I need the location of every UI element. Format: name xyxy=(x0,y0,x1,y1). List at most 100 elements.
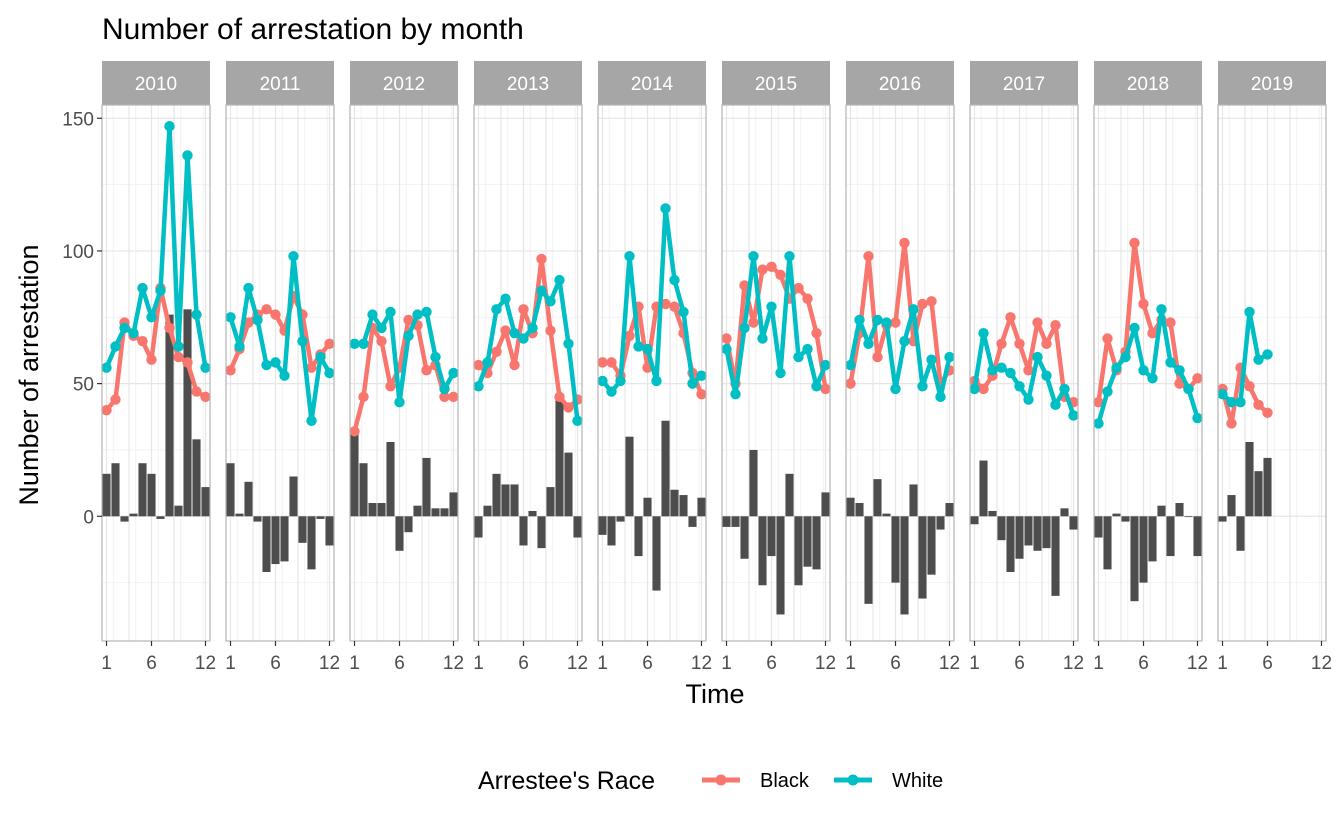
difference-bar xyxy=(386,441,395,517)
series-point-white xyxy=(1192,412,1203,424)
panel-strip-label: 2015 xyxy=(755,74,797,95)
series-point-white xyxy=(394,396,405,408)
series-point-black xyxy=(110,394,121,405)
series-point-white xyxy=(845,359,856,371)
panel-border xyxy=(473,104,583,642)
legend-title: Arrestee's Race xyxy=(478,767,655,795)
series-point-white xyxy=(775,367,786,379)
series-point-black xyxy=(1023,365,1034,376)
panel-strip xyxy=(350,61,458,105)
difference-bar xyxy=(661,420,670,517)
series-point-white xyxy=(1226,396,1237,408)
panel-2013: 2013 1 6 12 xyxy=(473,61,588,674)
difference-bar xyxy=(855,503,864,517)
panel-strip xyxy=(846,61,954,105)
difference-bar xyxy=(156,516,165,519)
series-point-white xyxy=(270,357,281,368)
difference-bar xyxy=(1033,516,1042,551)
panel-strip-label: 2011 xyxy=(260,74,301,95)
series-point-white xyxy=(563,338,574,350)
difference-bar xyxy=(803,516,812,567)
series-point-white xyxy=(572,415,583,426)
series-point-black xyxy=(793,282,804,294)
difference-bar xyxy=(979,460,988,517)
x-tick-label: 1 xyxy=(101,653,112,674)
x-tick-label: 12 xyxy=(443,653,464,674)
series-point-white xyxy=(944,351,955,363)
series-point-white xyxy=(403,330,414,342)
series-point-black xyxy=(448,391,459,403)
series-point-black xyxy=(757,264,768,275)
difference-bar xyxy=(1218,516,1227,522)
series-point-black xyxy=(137,335,148,347)
series-point-black xyxy=(775,269,786,281)
series-point-white xyxy=(660,203,671,214)
difference-bar xyxy=(688,516,697,527)
panel-2017: 2017 1 6 12 xyxy=(969,61,1084,674)
series-point-black xyxy=(261,304,272,315)
series-point-white xyxy=(1253,354,1264,365)
panel-border xyxy=(721,104,831,642)
difference-bar xyxy=(192,439,201,517)
series-point-white xyxy=(448,367,459,379)
series-point-black xyxy=(721,333,732,344)
series-point-black xyxy=(1226,418,1237,429)
x-tick-label: 12 xyxy=(319,653,340,674)
series-point-white xyxy=(554,274,565,286)
difference-bar xyxy=(564,452,573,517)
series-point-black xyxy=(669,301,680,312)
series-point-white xyxy=(376,322,387,334)
difference-bar xyxy=(537,516,546,549)
series-point-white xyxy=(315,351,326,363)
series-point-black xyxy=(146,354,157,365)
difference-bar xyxy=(1006,516,1015,573)
series-line-white xyxy=(476,277,580,424)
difference-bar xyxy=(474,516,483,538)
series-point-white xyxy=(491,304,502,315)
difference-bar xyxy=(1094,516,1103,538)
panel-strip xyxy=(1218,61,1326,105)
y-tick-label: 100 xyxy=(62,242,94,263)
series-point-white xyxy=(1093,418,1104,429)
series-point-black xyxy=(1041,338,1052,350)
series-point-white xyxy=(899,335,910,347)
difference-bar xyxy=(918,516,927,599)
panel-strip xyxy=(598,61,706,105)
panel-strip-label: 2016 xyxy=(879,74,921,95)
chart-title: Number of arrestation by month xyxy=(102,13,524,46)
series-line-white xyxy=(724,254,828,397)
series-point-white xyxy=(101,362,112,373)
series-point-black xyxy=(696,389,707,400)
difference-bar xyxy=(625,436,634,517)
series-point-black xyxy=(1032,317,1043,328)
series-point-black xyxy=(349,426,360,437)
series-point-white xyxy=(1262,349,1273,360)
series-point-white xyxy=(1032,351,1043,363)
series-point-white xyxy=(279,370,290,381)
difference-bar xyxy=(519,516,528,546)
series-point-white xyxy=(1217,389,1228,400)
series-point-white xyxy=(421,306,432,318)
difference-bar xyxy=(697,497,706,517)
difference-bar xyxy=(767,516,776,557)
difference-bar xyxy=(325,516,334,546)
difference-bar xyxy=(1166,516,1175,557)
difference-bar xyxy=(1024,516,1033,546)
difference-bar xyxy=(900,516,909,615)
difference-bar xyxy=(722,516,731,527)
x-tick-label: 12 xyxy=(567,653,588,674)
series-point-black xyxy=(802,293,813,304)
difference-bar xyxy=(882,513,891,517)
series-point-black xyxy=(554,391,565,403)
panel-border xyxy=(349,104,459,642)
series-point-white xyxy=(252,314,263,326)
difference-bar xyxy=(1130,516,1139,602)
series-point-white xyxy=(1244,306,1255,318)
difference-bar xyxy=(174,505,183,517)
panel-border xyxy=(1093,104,1203,642)
difference-bar xyxy=(670,489,679,517)
x-tick-label: 1 xyxy=(597,653,608,674)
difference-bar xyxy=(936,516,945,530)
series-point-black xyxy=(1005,312,1016,323)
series-point-white xyxy=(349,338,360,350)
